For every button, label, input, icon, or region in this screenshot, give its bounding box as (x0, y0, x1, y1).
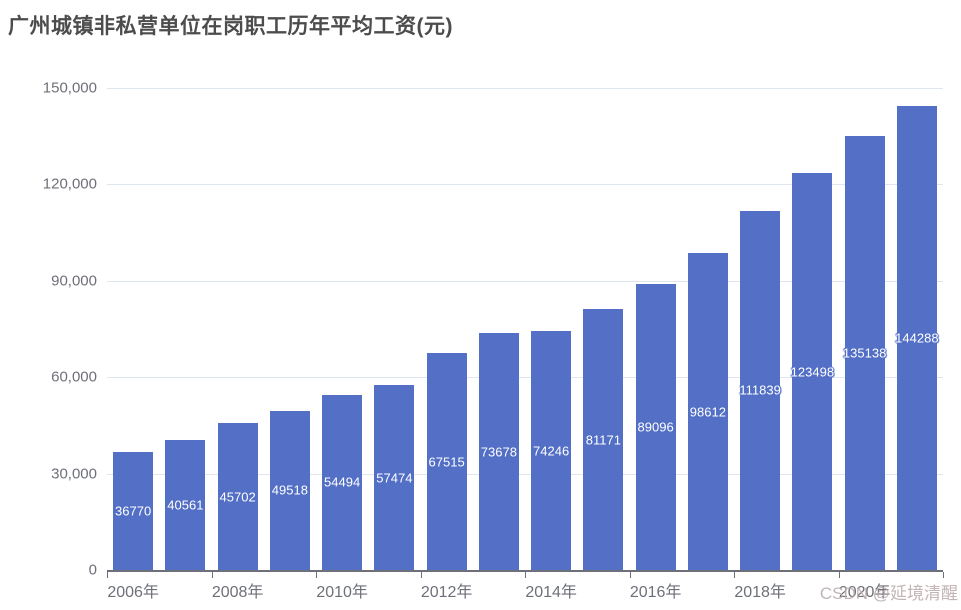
y-axis-tick-label: 150,000 (42, 79, 97, 97)
y-axis-tick-label: 0 (88, 561, 97, 579)
bar-value-label: 144288 (895, 330, 939, 346)
bar-2018年[interactable]: 111839 (739, 210, 781, 570)
bar-2016年[interactable]: 89096 (635, 283, 676, 570)
bar-2019年[interactable]: 123498 (790, 173, 835, 570)
bar-value-label: 73678 (480, 444, 517, 460)
bar-2007年[interactable]: 40561 (165, 439, 206, 570)
x-axis-tick-label: 2012年 (420, 584, 473, 601)
bar-value-label: 111839 (739, 382, 781, 398)
x-axis-tick (525, 572, 526, 578)
bar-value-label: 67515 (428, 454, 465, 470)
x-axis-tick-label: 2016年 (629, 584, 682, 601)
gridline (107, 280, 943, 282)
x-axis-tick (943, 572, 944, 578)
x-axis-tick-label: 2020年 (838, 584, 891, 601)
x-axis-tick (838, 572, 840, 578)
x-axis-tick (420, 572, 422, 578)
bar-value-label: 45702 (219, 489, 256, 505)
chart-title: 广州城镇非私营单位在岗职工历年平均工资(元) (8, 15, 453, 38)
bar-value-label: 54494 (324, 474, 361, 490)
x-axis-tick (629, 572, 631, 578)
gridline (107, 473, 943, 475)
x-axis-tick (734, 572, 735, 578)
y-axis-tick-label: 30,000 (51, 465, 97, 483)
x-axis-tick (107, 572, 108, 578)
x-axis-tick-label: 2006年 (107, 584, 159, 601)
bar-2014年[interactable]: 74246 (531, 331, 572, 570)
y-axis-tick-label: 90,000 (51, 272, 97, 290)
bar-value-label: 123498 (790, 364, 835, 380)
plot-area: 36770 40561 45702 49518 54494 57474 67515 73678… (107, 88, 943, 572)
y-axis-tick-label: 60,000 (51, 368, 97, 386)
bar-value-label: 89096 (637, 419, 674, 435)
bar-2015年[interactable]: 81171 (583, 309, 624, 570)
bar-2021年[interactable]: 144288 (895, 106, 939, 570)
gridline (107, 377, 943, 379)
bar-2020年[interactable]: 135138 (842, 135, 887, 570)
x-axis-tick (316, 572, 317, 578)
bar-2013年[interactable]: 73678 (478, 333, 519, 570)
bar-value-label: 40561 (167, 497, 204, 513)
x-axis-tick (211, 572, 213, 578)
x-axis-tick-label: 2010年 (316, 584, 368, 601)
bar-value-label: 135138 (842, 345, 887, 361)
x-axis-tick-label: 2014年 (525, 584, 577, 601)
bar-value-label: 57474 (376, 470, 413, 486)
x-axis-tick-label: 2018年 (734, 584, 786, 601)
bar-value-label: 74246 (533, 443, 570, 459)
bar-2012年[interactable]: 67515 (426, 353, 467, 570)
bar-value-label: 98612 (689, 404, 726, 420)
bar-2008年[interactable]: 45702 (217, 423, 258, 570)
bar-2017年[interactable]: 98612 (687, 253, 728, 570)
x-axis-tick-label: 2008年 (211, 584, 264, 601)
bar-value-label: 49518 (271, 482, 308, 498)
bar-value-label: 81171 (585, 432, 621, 448)
gridline (107, 88, 943, 89)
gridline (107, 184, 943, 186)
bar-value-label: 36770 (115, 503, 152, 519)
bar-2010年[interactable]: 54494 (322, 394, 363, 570)
bar-2009年[interactable]: 49518 (269, 410, 310, 570)
watermark: CSDN @延境清醒 (819, 584, 958, 603)
bar-2011年[interactable]: 57474 (374, 385, 415, 570)
y-axis-tick-label: 120,000 (42, 175, 97, 193)
bar-2006年[interactable]: 36770 (113, 451, 154, 570)
